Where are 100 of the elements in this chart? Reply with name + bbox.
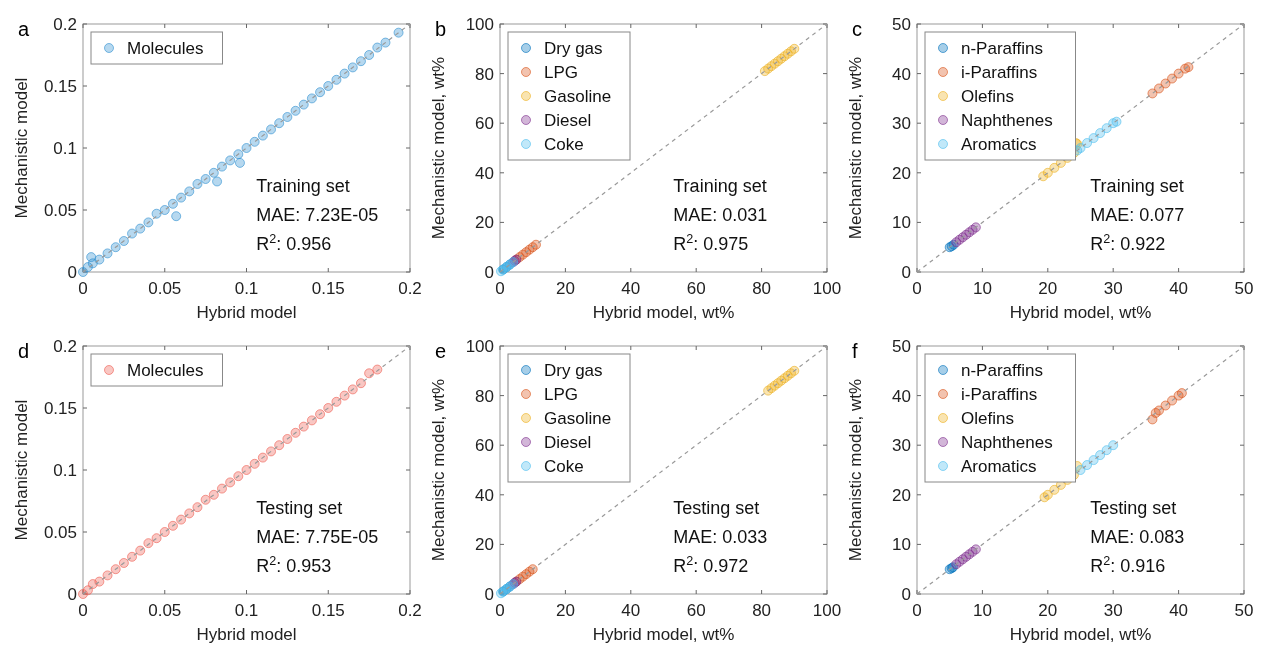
- x-tick-label: 50: [1234, 279, 1254, 298]
- annotation: Training set: [1090, 176, 1184, 196]
- chart-title: d: [18, 340, 30, 362]
- point: [347, 62, 358, 73]
- point: [1147, 88, 1158, 99]
- legend-label: i-Paraffins: [961, 62, 1038, 82]
- legend-label: Olefins: [961, 408, 1014, 428]
- y-tick-label: 100: [465, 14, 494, 34]
- point: [298, 99, 309, 110]
- x-axis-title: Hybrid model: [196, 303, 297, 322]
- y-tick-label: 100: [465, 336, 494, 356]
- annotation: MAE: 0.083: [1090, 527, 1185, 547]
- annotation: Testing set: [256, 498, 343, 518]
- x-tick-label: 0.05: [148, 601, 182, 620]
- point: [200, 174, 211, 184]
- point: [135, 545, 146, 556]
- point: [323, 403, 334, 413]
- point: [151, 208, 162, 219]
- x-axis-title: Hybrid model: [196, 625, 297, 644]
- point: [233, 149, 244, 160]
- y-tick-label: 0.2: [53, 14, 77, 34]
- point: [257, 452, 268, 463]
- point: [241, 143, 252, 153]
- x-tick-label: 20: [555, 279, 575, 298]
- point: [331, 396, 342, 407]
- point: [234, 157, 245, 168]
- point: [266, 446, 277, 457]
- point: [118, 558, 129, 568]
- legend-label: Naphthenes: [961, 110, 1053, 130]
- point: [257, 130, 268, 141]
- chart-title: c: [852, 18, 862, 40]
- legend-label: Dry gas: [544, 360, 603, 380]
- point: [241, 465, 252, 475]
- x-tick-label: 0.2: [398, 279, 422, 298]
- legend-label: Aromatics: [961, 456, 1037, 476]
- point: [306, 415, 317, 426]
- point: [192, 178, 203, 189]
- y-tick-label: 0: [484, 584, 494, 604]
- point: [225, 477, 236, 488]
- point: [171, 211, 182, 222]
- legend-label: Dry gas: [544, 38, 603, 58]
- point: [339, 390, 350, 401]
- legend-label: Molecules: [127, 360, 204, 380]
- point: [110, 242, 121, 253]
- y-tick-label: 80: [475, 386, 494, 406]
- y-axis-title: Mechanistic model: [12, 399, 31, 541]
- y-axis-title: Mechanistic model, wt%: [846, 378, 865, 562]
- point: [323, 81, 334, 91]
- point: [167, 520, 178, 531]
- annotation: R$^{2}$: 0.922: [1090, 232, 1166, 254]
- point: [118, 236, 129, 246]
- point: [143, 538, 154, 549]
- point: [216, 161, 227, 172]
- x-tick-label: 10: [972, 279, 992, 298]
- y-tick-label: 0.2: [53, 336, 77, 356]
- x-tick-label: 40: [1169, 601, 1189, 620]
- y-tick-label: 0.05: [43, 200, 77, 220]
- legend-label: Naphthenes: [961, 432, 1053, 452]
- y-tick-label: 0.15: [43, 398, 77, 418]
- point: [372, 364, 383, 375]
- x-tick-label: 10: [972, 601, 992, 620]
- annotation: R$^{2}$: 0.972: [673, 554, 749, 576]
- y-tick-label: 0.15: [43, 76, 77, 96]
- y-tick-label: 0: [484, 262, 494, 282]
- legend-label: Diesel: [544, 432, 592, 452]
- chart-title: b: [435, 18, 447, 40]
- point: [364, 50, 375, 60]
- x-tick-label: 100: [812, 279, 842, 298]
- y-tick-label: 0: [901, 584, 911, 604]
- legend-label: n-Paraffins: [961, 360, 1043, 380]
- x-tick-label: 40: [621, 601, 641, 620]
- x-tick-label: 0.1: [234, 279, 259, 298]
- point: [274, 118, 285, 129]
- annotation: R$^{2}$: 0.956: [256, 232, 332, 254]
- annotation: R$^{2}$: 0.916: [1090, 554, 1166, 576]
- point: [159, 527, 170, 537]
- legend-label: Diesel: [544, 110, 592, 130]
- y-tick-label: 0: [901, 262, 911, 282]
- y-tick-label: 0.1: [53, 460, 77, 480]
- y-axis-title: Mechanistic model: [12, 77, 31, 219]
- y-tick-label: 20: [892, 485, 911, 505]
- y-tick-label: 0.05: [43, 522, 77, 542]
- y-tick-label: 20: [475, 535, 494, 555]
- annotation: R$^{2}$: 0.975: [673, 232, 749, 254]
- point: [208, 167, 219, 178]
- x-tick-label: 0.1: [234, 601, 259, 620]
- point: [110, 564, 121, 575]
- annotation: Training set: [673, 176, 767, 196]
- point: [331, 74, 342, 85]
- x-tick-label: 0.15: [311, 279, 345, 298]
- point: [393, 27, 404, 38]
- x-tick-label: 50: [1234, 601, 1254, 620]
- x-tick-label: 60: [686, 279, 706, 298]
- y-tick-label: 10: [892, 213, 911, 233]
- x-axis-title: Hybrid model, wt%: [1009, 303, 1152, 322]
- legend-label: Coke: [544, 456, 584, 476]
- annotation: MAE: 0.077: [1090, 205, 1185, 225]
- point: [282, 112, 293, 122]
- point: [347, 384, 358, 395]
- point: [192, 502, 203, 513]
